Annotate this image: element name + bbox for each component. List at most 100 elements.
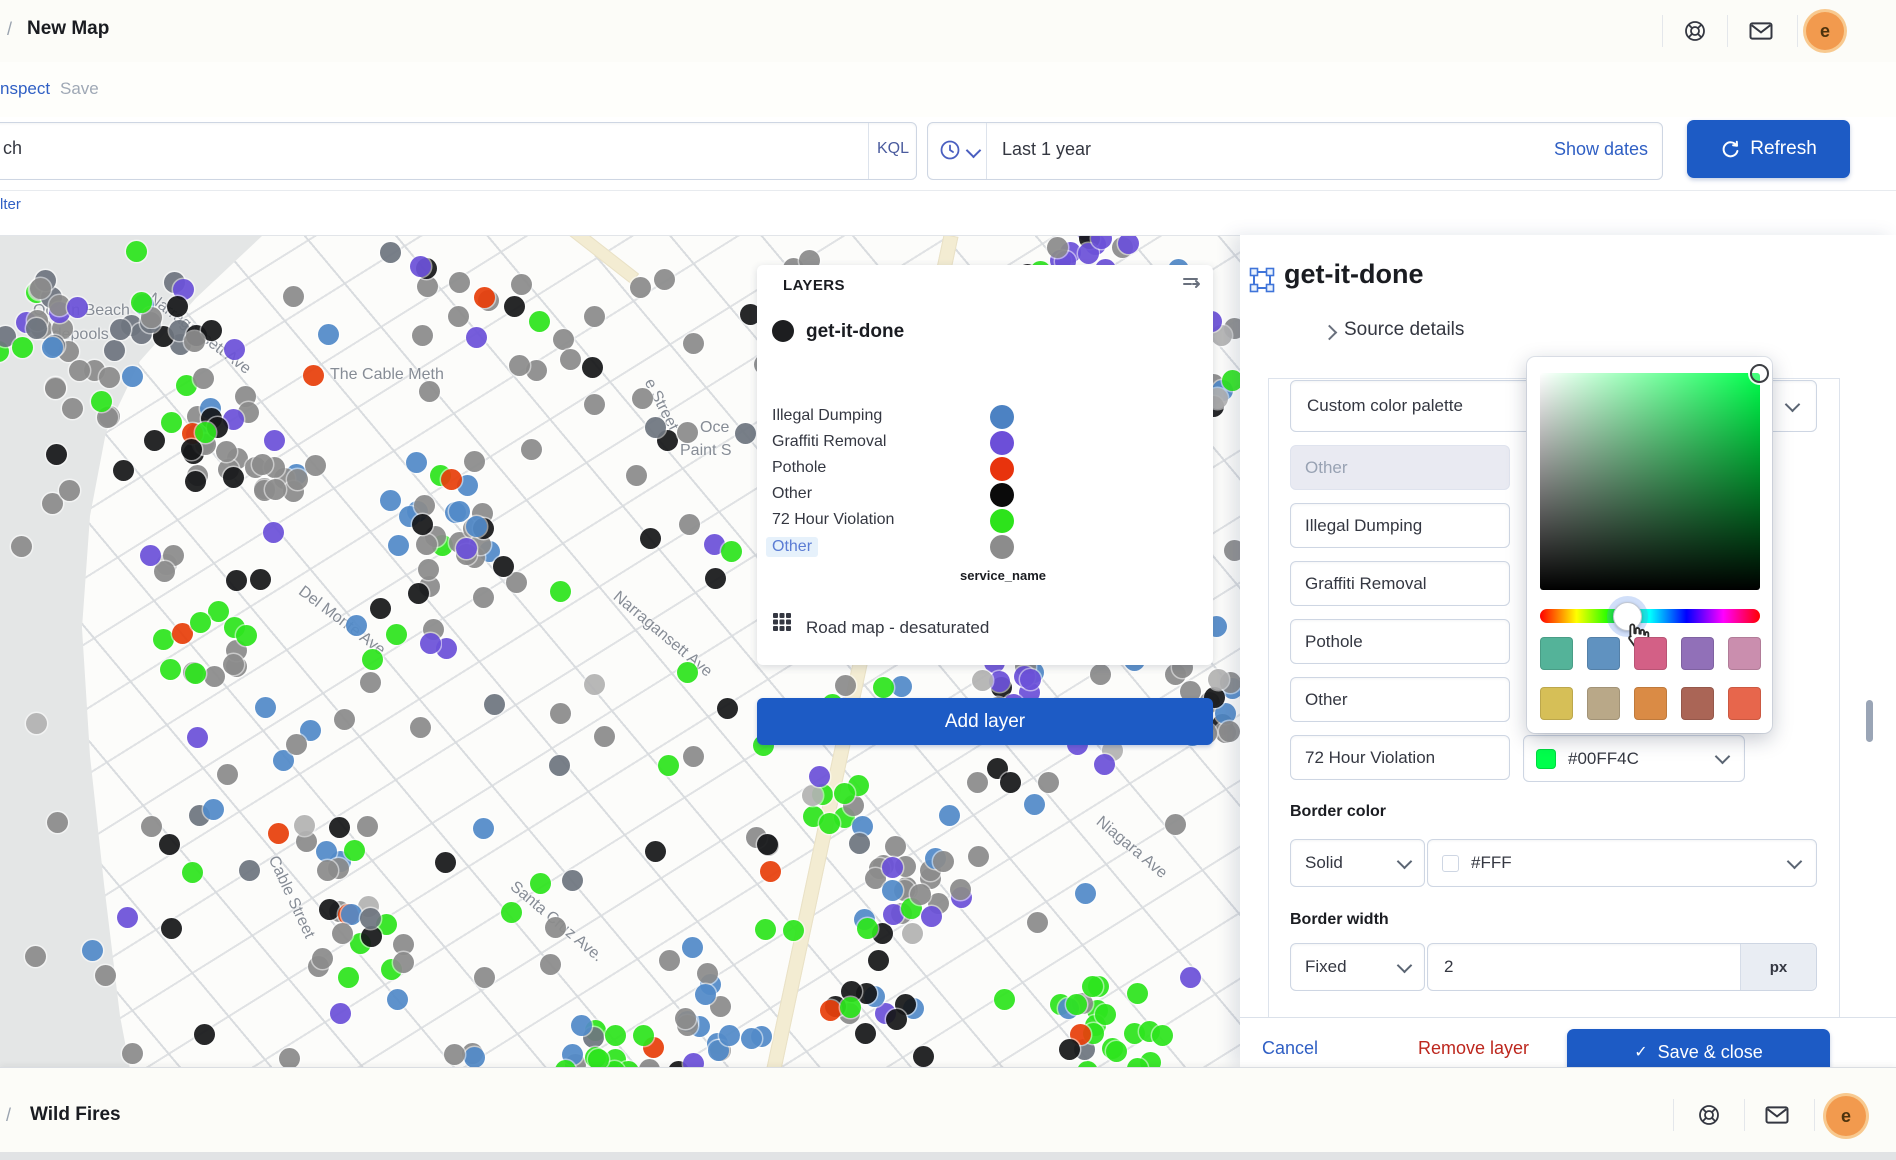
map-dot[interactable] [176, 374, 198, 396]
map-dot[interactable] [235, 385, 257, 407]
map-dot[interactable] [126, 240, 148, 262]
map-dot[interactable] [553, 328, 575, 350]
map-dot[interactable] [520, 438, 542, 460]
map-dot[interactable] [410, 256, 432, 278]
map-dot[interactable] [457, 475, 479, 497]
map-dot[interactable] [443, 1043, 465, 1065]
map-dot[interactable] [719, 1024, 741, 1046]
map-dot[interactable] [268, 823, 290, 845]
map-dot[interactable] [305, 454, 327, 476]
map-dot[interactable] [1180, 681, 1202, 703]
map-dot[interactable] [1066, 994, 1088, 1016]
map-dot[interactable] [141, 306, 163, 328]
map-dot[interactable] [104, 339, 126, 361]
map-dot[interactable] [570, 1015, 592, 1037]
map-dot[interactable] [187, 727, 209, 749]
map-dot[interactable] [705, 567, 727, 589]
map-dot[interactable] [939, 805, 961, 827]
map-dot[interactable] [122, 1042, 144, 1064]
map-dot[interactable] [562, 869, 584, 891]
map-dot[interactable] [509, 355, 531, 377]
map-dot[interactable] [782, 919, 804, 941]
map-dot[interactable] [644, 841, 666, 863]
map-dot[interactable] [920, 906, 942, 927]
base-layer-name[interactable]: Road map - desaturated [806, 618, 990, 637]
map-dot[interactable] [740, 1028, 762, 1050]
map-dot[interactable] [819, 812, 841, 834]
map-dot[interactable] [966, 772, 988, 794]
map-dot[interactable] [380, 241, 402, 263]
map-dot[interactable] [696, 963, 718, 985]
map-dot[interactable] [989, 670, 1011, 692]
map-dot[interactable] [207, 600, 229, 622]
map-dot[interactable] [392, 952, 414, 974]
chevron-down-icon[interactable] [965, 142, 982, 159]
map-dot[interactable] [163, 544, 185, 566]
map-dot[interactable] [1077, 1060, 1099, 1069]
mail-icon[interactable] [1760, 1098, 1794, 1132]
map-dot[interactable] [278, 1047, 300, 1069]
map-dot[interactable] [464, 451, 486, 473]
map-dot[interactable] [330, 1003, 352, 1024]
map-dot[interactable] [158, 833, 180, 855]
menu-item-save[interactable]: Save [60, 79, 99, 98]
map-dot[interactable] [629, 276, 651, 298]
map-dot[interactable] [867, 949, 889, 971]
map-dot[interactable] [640, 527, 662, 549]
map-dot[interactable] [52, 317, 74, 339]
map-dot[interactable] [835, 674, 857, 696]
map-dot[interactable] [972, 670, 994, 692]
map-dot[interactable] [235, 625, 257, 647]
map-dot[interactable] [153, 629, 175, 651]
map-dot[interactable] [504, 295, 526, 317]
map-dot[interactable] [658, 754, 680, 776]
map-dot[interactable] [760, 861, 782, 883]
map-dot[interactable] [720, 541, 742, 563]
color-swatch[interactable] [1728, 637, 1761, 670]
map-dot[interactable] [803, 806, 825, 828]
map-dot[interactable] [82, 940, 104, 962]
map-dot[interactable] [413, 494, 435, 516]
map-dot[interactable] [848, 833, 870, 855]
map-dot[interactable] [171, 623, 193, 645]
map-dot[interactable] [419, 381, 441, 403]
map-dot[interactable] [180, 438, 202, 460]
search-input[interactable]: ch KQL [0, 122, 917, 180]
map-dot[interactable] [1020, 669, 1042, 691]
map-dot[interactable] [318, 324, 340, 346]
map-dot[interactable] [318, 899, 340, 921]
map-dot[interactable] [49, 295, 71, 317]
map-dot[interactable] [455, 537, 477, 559]
map-dot[interactable] [1024, 793, 1046, 815]
map-dot[interactable] [561, 1043, 583, 1065]
map-dot[interactable] [511, 273, 533, 295]
border-style-select[interactable]: Solid [1290, 839, 1425, 887]
map-dot[interactable] [754, 918, 776, 940]
map-dot[interactable] [189, 612, 211, 634]
map-dot[interactable] [201, 319, 223, 341]
border-width-input[interactable]: 2 px [1427, 943, 1817, 991]
map-dot[interactable] [1164, 814, 1186, 836]
refresh-button[interactable]: Refresh [1687, 120, 1850, 178]
map-dot[interactable] [109, 319, 131, 341]
map-dot[interactable] [68, 359, 90, 381]
map-dot[interactable] [1208, 668, 1229, 690]
map-dot[interactable] [265, 478, 287, 500]
map-dot[interactable] [202, 798, 224, 820]
map-dot[interactable] [193, 1023, 215, 1045]
map-dot[interactable] [223, 409, 245, 431]
time-range-value[interactable]: Last 1 year [1002, 139, 1092, 159]
map-dot[interactable] [1046, 236, 1068, 258]
map-dot[interactable] [98, 366, 120, 388]
map-dot[interactable] [412, 324, 434, 346]
map-dot[interactable] [474, 967, 496, 989]
map-dot[interactable] [549, 580, 571, 602]
map-dot[interactable] [756, 834, 778, 856]
map-dot[interactable] [24, 945, 46, 967]
map-dot[interactable] [360, 671, 382, 693]
map-dot[interactable] [160, 411, 182, 433]
map-dot[interactable] [166, 295, 188, 317]
map-dot[interactable] [419, 633, 441, 655]
map-dot[interactable] [393, 934, 415, 956]
map-dot[interactable] [852, 816, 874, 838]
